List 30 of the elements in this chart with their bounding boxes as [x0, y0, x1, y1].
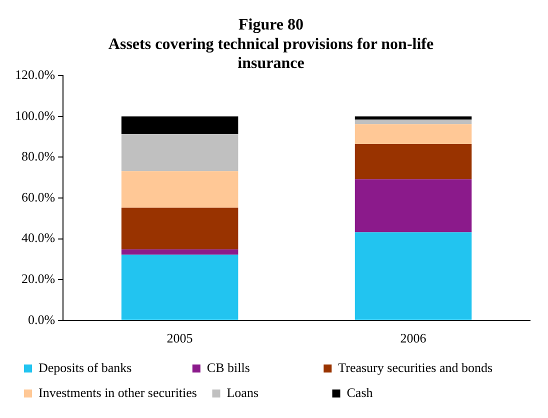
text: Assets covering technical provisions for non-life	[108, 36, 434, 53]
x-tick-label: 2005	[166, 330, 193, 346]
legend-label: Cash	[346, 384, 435, 400]
bar	[121, 254, 238, 320]
y-tick-label: 60.0%	[21, 189, 56, 204]
y-tick-label: 80.0%	[21, 148, 56, 164]
bar	[354, 116, 472, 120]
y-tick-label: 100.0%	[14, 108, 56, 123]
text: insurance	[238, 55, 304, 72]
bar	[121, 208, 238, 250]
y-tick-label: 40.0%	[21, 230, 56, 246]
legend-label: Treasury securities and bonds	[338, 360, 502, 375]
y-tick-label: 20.0%	[21, 271, 56, 286]
legend-label: Investments in other securities	[38, 384, 200, 400]
x-tick-label: 2006	[400, 330, 427, 346]
bar	[121, 249, 238, 255]
bar	[121, 134, 238, 172]
y-tick-label: 0.0%	[28, 312, 56, 327]
bar	[354, 179, 472, 232]
legend-label: CB bills	[206, 360, 312, 375]
y-tick-label: 120.0%	[14, 67, 56, 82]
bar	[121, 171, 238, 208]
bar	[354, 120, 472, 124]
bar	[354, 144, 472, 180]
bar	[354, 232, 472, 320]
bar	[121, 116, 238, 134]
legend-label: Loans	[226, 384, 320, 400]
legend-label: Deposits of banks	[38, 360, 180, 375]
bar	[354, 124, 472, 144]
text: Figure 80	[238, 16, 304, 34]
